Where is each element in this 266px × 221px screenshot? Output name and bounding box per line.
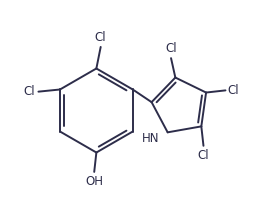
Text: Cl: Cl — [95, 31, 106, 44]
Text: Cl: Cl — [228, 84, 239, 97]
Text: Cl: Cl — [165, 42, 177, 55]
Text: HN: HN — [142, 132, 159, 145]
Text: Cl: Cl — [198, 149, 209, 162]
Text: OH: OH — [85, 175, 103, 188]
Text: Cl: Cl — [24, 85, 35, 98]
